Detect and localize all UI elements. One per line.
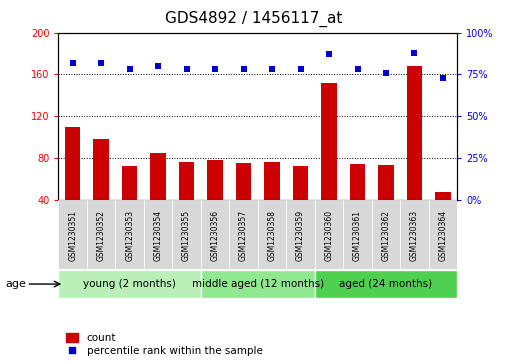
Text: GSM1230355: GSM1230355 [182, 210, 191, 261]
Bar [236, 163, 251, 200]
Bar [115, 200, 144, 269]
Point [125, 66, 134, 72]
Bar [58, 200, 87, 269]
Bar [258, 200, 287, 269]
Point [97, 60, 105, 66]
Bar [65, 127, 80, 200]
Point [354, 66, 362, 72]
Legend: count, percentile rank within the sample: count, percentile rank within the sample [64, 331, 265, 358]
Bar [287, 200, 315, 269]
Bar [315, 200, 343, 269]
Point [182, 66, 190, 72]
Bar [93, 139, 109, 200]
Text: GSM1230358: GSM1230358 [268, 210, 276, 261]
Bar [201, 200, 229, 269]
Bar [435, 192, 451, 200]
Point [239, 66, 247, 72]
Bar [293, 166, 308, 200]
Point [382, 70, 390, 76]
Bar [343, 200, 372, 269]
Point [297, 66, 305, 72]
Point [410, 50, 419, 56]
Point [268, 66, 276, 72]
Point [325, 52, 333, 57]
Text: GSM1230352: GSM1230352 [97, 210, 106, 261]
Bar [378, 165, 394, 200]
Text: GSM1230357: GSM1230357 [239, 210, 248, 261]
Bar [229, 200, 258, 269]
Bar [406, 66, 422, 200]
Point [154, 63, 162, 69]
Bar [350, 164, 365, 200]
Text: GSM1230360: GSM1230360 [325, 210, 334, 261]
Point [69, 60, 77, 66]
Text: GDS4892 / 1456117_at: GDS4892 / 1456117_at [165, 11, 343, 27]
Text: age: age [5, 279, 26, 289]
Text: GSM1230356: GSM1230356 [211, 210, 219, 261]
Text: GSM1230364: GSM1230364 [438, 210, 448, 261]
Bar [264, 162, 280, 200]
Text: GSM1230363: GSM1230363 [410, 210, 419, 261]
Bar [58, 270, 201, 298]
Text: aged (24 months): aged (24 months) [339, 279, 432, 289]
Bar [372, 200, 400, 269]
Bar [144, 200, 172, 269]
Point [439, 75, 447, 81]
Text: GSM1230353: GSM1230353 [125, 210, 134, 261]
Bar [172, 200, 201, 269]
Text: GSM1230361: GSM1230361 [353, 210, 362, 261]
Bar [207, 160, 223, 200]
Text: young (2 months): young (2 months) [83, 279, 176, 289]
Text: middle aged (12 months): middle aged (12 months) [192, 279, 324, 289]
Bar [429, 200, 457, 269]
Text: GSM1230359: GSM1230359 [296, 210, 305, 261]
Text: GSM1230351: GSM1230351 [68, 210, 77, 261]
Bar [201, 270, 315, 298]
Bar [321, 83, 337, 200]
Bar [179, 162, 195, 200]
Bar [87, 200, 115, 269]
Bar [150, 153, 166, 200]
Bar [122, 166, 138, 200]
Text: GSM1230354: GSM1230354 [153, 210, 163, 261]
Bar [315, 270, 457, 298]
Bar [400, 200, 429, 269]
Point [211, 66, 219, 72]
Text: GSM1230362: GSM1230362 [382, 210, 391, 261]
